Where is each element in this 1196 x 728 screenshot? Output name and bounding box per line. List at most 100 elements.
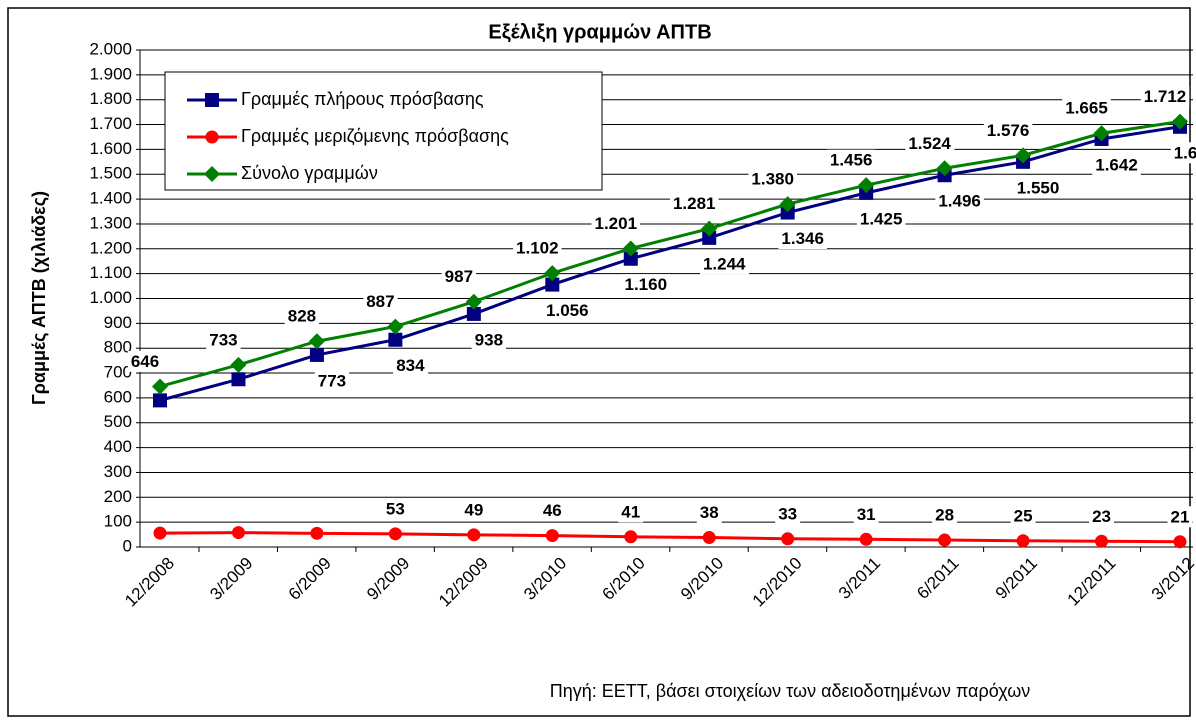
data-label: 1.281 (673, 194, 716, 213)
data-label-bg (1062, 97, 1111, 119)
y-tick-label: 400 (104, 437, 132, 456)
marker (622, 240, 639, 257)
legend-label: Γραμμές μεριζόμενης πρόσβασης (241, 126, 509, 146)
data-label-bg (127, 350, 163, 372)
marker (231, 526, 245, 540)
legend: Γραμμές πλήρους πρόσβασης Γραμμές μεριζόμ… (164, 71, 603, 191)
data-label-bg (932, 504, 958, 526)
data-label: 1.524 (908, 134, 951, 153)
data-label: 938 (475, 330, 503, 349)
marker (544, 265, 561, 282)
data-label: 1.691 (1174, 143, 1196, 162)
y-tick-label: 800 (104, 338, 132, 357)
marker (153, 393, 167, 408)
data-label-bg (206, 329, 241, 351)
y-tick-label: 2.000 (89, 39, 132, 58)
data-label-bg (539, 500, 565, 522)
data-label: 33 (778, 504, 797, 523)
data-label: 41 (621, 502, 640, 521)
data-label: 1.380 (751, 170, 794, 189)
data-label: 1.550 (1017, 178, 1060, 197)
marker (388, 332, 403, 347)
data-label-bg (669, 193, 719, 215)
y-tick-label: 300 (104, 462, 132, 481)
data-label-bg (393, 355, 429, 377)
data-label-bg (856, 208, 906, 230)
legend-label: Γραμμές πλήρους πρόσβασης (241, 89, 484, 109)
data-label: 987 (445, 267, 473, 286)
data-label-bg (441, 266, 477, 288)
data-label: 38 (700, 503, 719, 522)
data-label: 53 (386, 499, 405, 518)
marker (1095, 534, 1109, 548)
data-label-bg (363, 291, 398, 313)
data-label: 49 (464, 500, 483, 519)
marker (780, 205, 795, 220)
marker (1173, 535, 1187, 549)
marker (702, 531, 716, 545)
y-axis-label: Γραμμές ΑΠΤΒ (χιλιάδες) (29, 191, 49, 405)
data-label: 828 (288, 307, 316, 326)
data-label: 1.244 (703, 254, 746, 273)
data-label: 1.425 (860, 209, 903, 228)
marker (1172, 113, 1188, 130)
data-label-bg (778, 228, 827, 250)
marker (545, 277, 560, 292)
data-label-bg (471, 329, 507, 351)
source-note: Πηγή: ΕΕΤΤ, βάσει στοιχείων των αδειοδοτ… (550, 681, 1031, 701)
y-tick-label: 1.300 (89, 213, 132, 232)
marker (467, 528, 481, 542)
marker (859, 532, 873, 546)
data-label: 1.576 (987, 121, 1030, 140)
marker (152, 378, 168, 395)
data-label-bg (696, 502, 722, 524)
legend-marker (204, 166, 220, 182)
data-label-bg (314, 370, 350, 392)
data-label: 1.056 (546, 301, 589, 320)
marker (781, 532, 795, 546)
marker (545, 529, 559, 543)
data-label-bg (461, 499, 487, 521)
marker (779, 196, 796, 213)
legend-label: Σύνολο γραμμών (241, 163, 378, 183)
marker (230, 356, 247, 373)
data-label: 646 (131, 352, 159, 371)
marker (702, 230, 717, 245)
data-label-bg (935, 190, 984, 212)
data-label: 31 (857, 505, 876, 524)
data-label-bg (1092, 154, 1141, 176)
data-label: 1.346 (781, 229, 824, 248)
marker (231, 372, 246, 387)
data-label-bg (1089, 505, 1114, 527)
data-label: 1.642 (1095, 155, 1138, 174)
y-tick-label: 1.100 (89, 263, 132, 282)
marker (387, 318, 404, 335)
marker (388, 527, 402, 541)
data-label-bg (1010, 505, 1036, 527)
series-line (159, 120, 1181, 388)
data-label-bg (1167, 506, 1193, 528)
data-label: 1.201 (594, 214, 637, 233)
data-label-bg (591, 213, 641, 235)
marker (466, 306, 481, 321)
marker (701, 220, 718, 237)
marker (310, 526, 324, 540)
data-label: 21 (1171, 507, 1190, 526)
data-label-bg (853, 503, 879, 525)
y-tick-label: 1.600 (89, 139, 132, 158)
y-tick-label: 1.500 (89, 164, 132, 183)
y-tick-label: 100 (104, 512, 132, 531)
legend-box (164, 71, 603, 191)
y-tick-label: 700 (104, 363, 132, 382)
marker (624, 530, 638, 544)
series-line (159, 531, 1181, 544)
y-tick-label: 1.800 (89, 89, 132, 108)
y-tick-label: 1.200 (89, 238, 132, 257)
data-label: 1.665 (1065, 99, 1108, 118)
marker (1093, 125, 1110, 142)
data-label-bg (618, 501, 644, 523)
series-line (159, 125, 1181, 402)
data-label: 1.712 (1144, 87, 1187, 106)
data-label-bg (1013, 177, 1063, 199)
